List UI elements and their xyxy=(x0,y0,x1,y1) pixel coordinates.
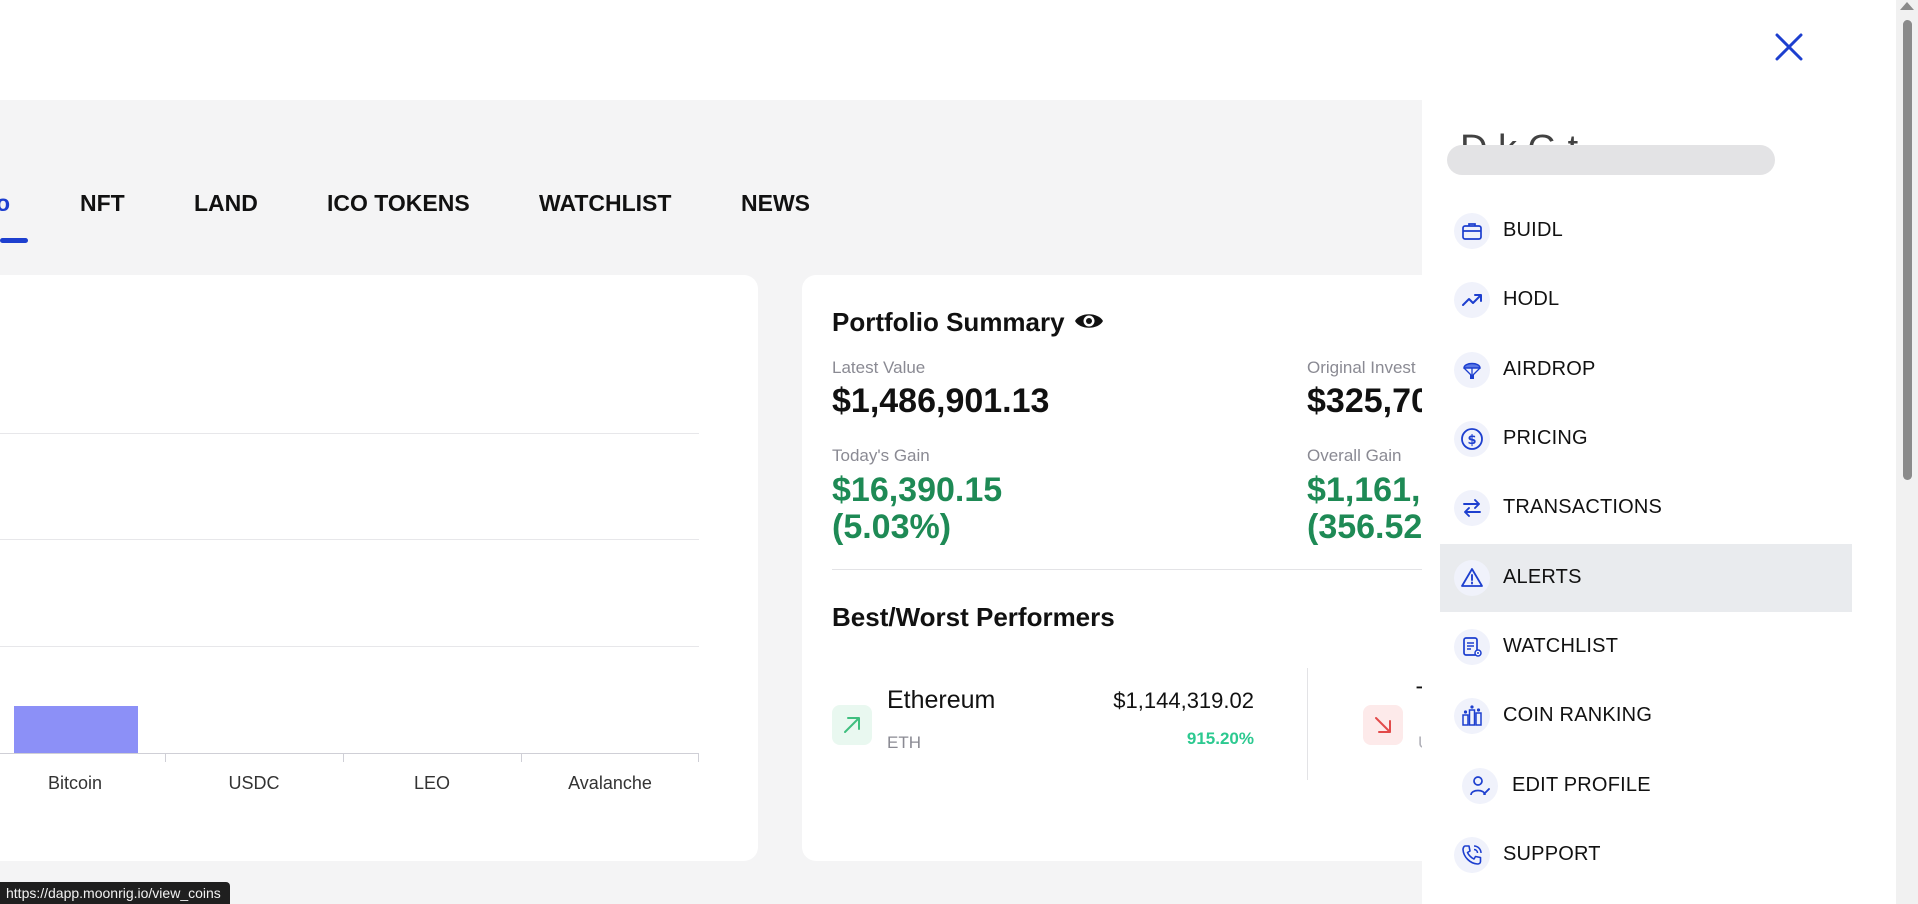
ranking-bars-icon xyxy=(1454,698,1490,734)
chart-tick xyxy=(698,753,699,762)
scroll-up-icon[interactable] xyxy=(1900,2,1914,10)
tab-ico-tokens[interactable]: ICO TOKENS xyxy=(327,190,470,216)
menu-item-label: EDIT PROFILE xyxy=(1512,774,1651,796)
eye-icon[interactable] xyxy=(1074,310,1104,332)
chart-gridline xyxy=(0,433,699,434)
holdings-chart-card xyxy=(0,275,758,861)
todays-gain-value: $16,390.15 xyxy=(832,471,1003,509)
menu-item-buidl[interactable]: BUIDL xyxy=(1440,197,1852,265)
summary-divider xyxy=(832,569,1422,570)
menu-item-label: AIRDROP xyxy=(1503,358,1596,380)
original-invest-value: $325,70 xyxy=(1307,382,1430,420)
best-performer-badge xyxy=(832,705,872,745)
chart-gridline xyxy=(0,646,699,647)
performer-divider xyxy=(1307,668,1308,780)
original-invest-label: Original Invest xyxy=(1307,358,1416,377)
menu-item-hodl[interactable]: HODL xyxy=(1440,266,1852,334)
arrow-down-right-icon xyxy=(1375,717,1391,733)
chart-x-label-avalanche: Avalanche xyxy=(568,773,652,793)
best-worst-title: Best/Worst Performers xyxy=(832,602,1115,632)
menu-item-label: PRICING xyxy=(1503,427,1588,449)
menu-item-label: TRANSACTIONS xyxy=(1503,496,1663,518)
watchlist-doc-icon xyxy=(1454,629,1490,665)
user-edit-icon xyxy=(1462,768,1498,804)
latest-value-label: Latest Value xyxy=(832,358,926,377)
best-performer-symbol: ETH xyxy=(887,733,921,752)
chart-x-label-bitcoin: Bitcoin xyxy=(47,773,103,793)
tab-land[interactable]: LAND xyxy=(194,190,258,216)
menu-item-coin-ranking[interactable]: COIN RANKING xyxy=(1440,682,1852,750)
menu-item-label: ALERTS xyxy=(1503,566,1582,588)
tab-news[interactable]: NEWS xyxy=(741,190,810,216)
tab-portfolio[interactable]: o xyxy=(0,190,11,216)
menu-item-support[interactable]: SUPPORT xyxy=(1440,821,1852,889)
swap-arrows-icon xyxy=(1454,490,1490,526)
arrow-up-right-icon xyxy=(844,717,860,733)
overall-gain-percent: (356.52 xyxy=(1307,508,1423,546)
close-icon[interactable] xyxy=(1772,30,1806,64)
todays-gain-label: Today's Gain xyxy=(832,446,930,465)
latest-value: $1,486,901.13 xyxy=(832,382,1050,420)
chart-tick xyxy=(165,753,166,762)
scrollbar-thumb[interactable] xyxy=(1903,20,1912,480)
chart-gridline xyxy=(0,539,699,540)
chart-tick xyxy=(343,753,344,762)
menu-item-label: BUIDL xyxy=(1503,219,1563,241)
menu-item-pricing[interactable]: $ PRICING xyxy=(1440,405,1852,473)
trending-up-icon xyxy=(1454,282,1490,318)
todays-gain-percent: (5.03%) xyxy=(832,508,952,546)
menu-item-watchlist[interactable]: WATCHLIST xyxy=(1440,613,1852,681)
active-tab-indicator xyxy=(0,238,28,243)
menu-item-edit-profile[interactable]: EDIT PROFILE xyxy=(1440,752,1852,820)
chart-x-label-leo: LEO xyxy=(413,773,451,793)
menu-item-label: SUPPORT xyxy=(1503,843,1601,865)
tab-watchlist[interactable]: WATCHLIST xyxy=(539,190,672,216)
dollar-circle-icon: $ xyxy=(1454,421,1490,457)
username-redaction xyxy=(1447,145,1775,175)
worst-performer-badge xyxy=(1363,705,1403,745)
best-performer-name[interactable]: Ethereum xyxy=(887,686,996,714)
overall-gain-label: Overall Gain xyxy=(1307,446,1402,465)
chart-x-label-usdc: USDC xyxy=(228,773,280,793)
briefcase-icon xyxy=(1454,213,1490,249)
menu-item-alerts[interactable]: ALERTS xyxy=(1440,544,1852,612)
menu-item-transactions[interactable]: TRANSACTIONS xyxy=(1440,474,1852,542)
chart-bar-bitcoin[interactable] xyxy=(14,706,138,753)
top-bar xyxy=(0,0,1422,100)
svg-text:$: $ xyxy=(1467,433,1476,448)
phone-call-icon xyxy=(1454,837,1490,873)
warning-triangle-icon xyxy=(1454,560,1490,596)
tab-nft[interactable]: NFT xyxy=(80,190,125,216)
menu-item-airdrop[interactable]: AIRDROP xyxy=(1440,336,1852,404)
status-bar-url: https://dapp.moonrig.io/view_coins xyxy=(0,882,230,904)
chart-tick xyxy=(521,753,522,762)
best-performer-value: $1,144,319.02 xyxy=(1113,688,1254,713)
menu-item-label: COIN RANKING xyxy=(1503,704,1653,726)
portfolio-summary-title: Portfolio Summary xyxy=(832,307,1065,337)
best-performer-change: 915.20% xyxy=(1186,729,1254,748)
menu-item-label: WATCHLIST xyxy=(1503,635,1619,657)
menu-item-label: HODL xyxy=(1503,288,1560,310)
parachute-icon xyxy=(1454,352,1490,388)
chart-x-axis xyxy=(0,753,699,754)
portfolio-summary-card xyxy=(802,275,1442,861)
